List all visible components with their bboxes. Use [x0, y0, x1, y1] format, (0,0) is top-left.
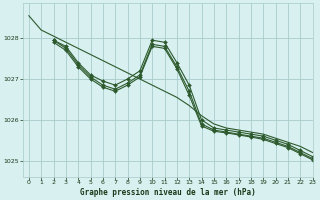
X-axis label: Graphe pression niveau de la mer (hPa): Graphe pression niveau de la mer (hPa) — [80, 188, 255, 197]
